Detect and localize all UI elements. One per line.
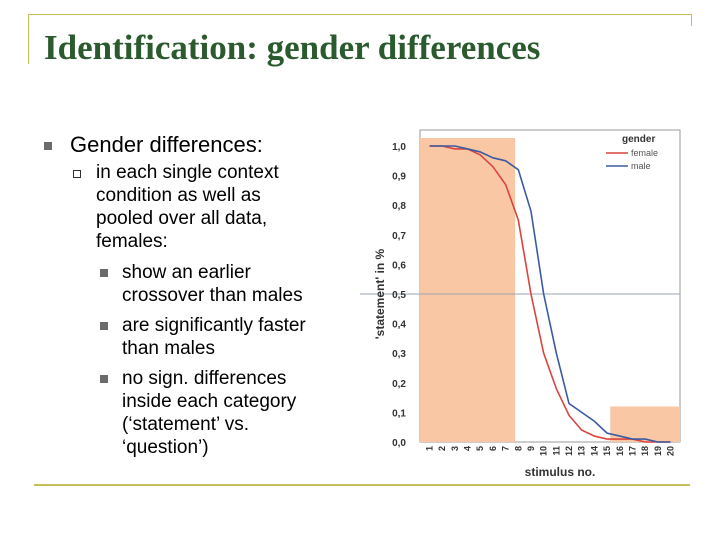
y-tick-label: 1,0 — [392, 142, 406, 153]
y-tick-label: 0,6 — [392, 260, 406, 271]
x-axis-label: stimulus no. — [525, 465, 596, 479]
x-tick-label: 17 — [627, 446, 637, 456]
x-tick-label: 11 — [551, 446, 561, 456]
sub-bullet-line: pooled over all data, — [96, 208, 268, 229]
x-tick-label: 6 — [488, 446, 498, 451]
series-line-male — [429, 145, 671, 443]
x-tick-label: 8 — [513, 446, 523, 451]
x-tick-label: 2 — [437, 446, 447, 451]
item-line: no sign. differences — [122, 368, 287, 389]
y-tick-label: 0,3 — [392, 349, 406, 360]
y-tick-label: 0,9 — [392, 172, 406, 183]
slide-title: Identification: gender differences — [44, 28, 541, 67]
frame-left-rule — [28, 14, 29, 64]
sub-bullet-line: condition as well as — [96, 185, 261, 206]
y-tick-label: 0,7 — [392, 231, 406, 242]
item-line: show an earlier — [122, 262, 251, 283]
y-tick-label: 0,8 — [392, 201, 406, 212]
y-tick-label: 0,5 — [392, 290, 406, 301]
item-line: are significantly faster — [122, 315, 306, 336]
y-tick-label: 0,2 — [392, 379, 406, 390]
y-axis-label: 'statement' in % — [373, 248, 387, 339]
bullet-square-icon — [100, 322, 108, 330]
item-line: crossover than males — [122, 285, 303, 306]
frame-top-rule — [28, 14, 692, 15]
y-tick-label: 0,4 — [392, 320, 406, 331]
item-line: ‘question’) — [122, 437, 209, 458]
legend-title: gender — [622, 134, 655, 145]
identification-chart: 0,0 0,1 0,2 0,3 0,4 0,5 0,6 0,7 0,8 0,9 1,0 'statem… — [360, 129, 681, 479]
legend-label-male: male — [631, 161, 651, 171]
x-tick-label: 19 — [653, 446, 663, 456]
x-tick-label: 16 — [615, 446, 625, 456]
frame-bottom-rule — [34, 484, 690, 486]
item-line: than males — [122, 338, 215, 359]
x-tick-label: 18 — [640, 446, 650, 456]
bullet-hollow-square-icon — [73, 170, 81, 178]
legend-label-female: female — [631, 148, 658, 158]
y-tick-label: 0,1 — [392, 408, 406, 419]
y-tick-label: 0,0 — [392, 438, 406, 449]
x-tick-label: 3 — [450, 446, 460, 451]
bullet-square-icon — [100, 269, 108, 277]
item-line: (‘statement’ vs. — [122, 414, 250, 435]
sub-bullet-line: females: — [96, 231, 168, 252]
sub-bullet-line: in each single context — [96, 162, 279, 183]
x-tick-label: 20 — [665, 446, 675, 456]
item-line: inside each category — [122, 391, 297, 412]
x-tick-label: 13 — [577, 446, 587, 456]
bullet-gender-differences: Gender differences: — [70, 132, 263, 157]
x-tick-label: 15 — [602, 446, 612, 456]
frame-right-rule — [691, 14, 692, 26]
x-tick-label: 7 — [501, 446, 511, 451]
x-tick-label: 5 — [475, 446, 485, 451]
bullet-square-icon — [100, 375, 108, 383]
x-tick-label: 9 — [526, 446, 536, 451]
x-tick-label: 12 — [564, 446, 574, 456]
shaded-range — [420, 138, 516, 442]
x-tick-label: 4 — [463, 446, 473, 451]
x-tick-label: 10 — [539, 446, 549, 456]
bullet-square-icon — [44, 142, 52, 150]
x-tick-label: 14 — [589, 446, 599, 456]
x-tick-label: 1 — [425, 446, 435, 451]
